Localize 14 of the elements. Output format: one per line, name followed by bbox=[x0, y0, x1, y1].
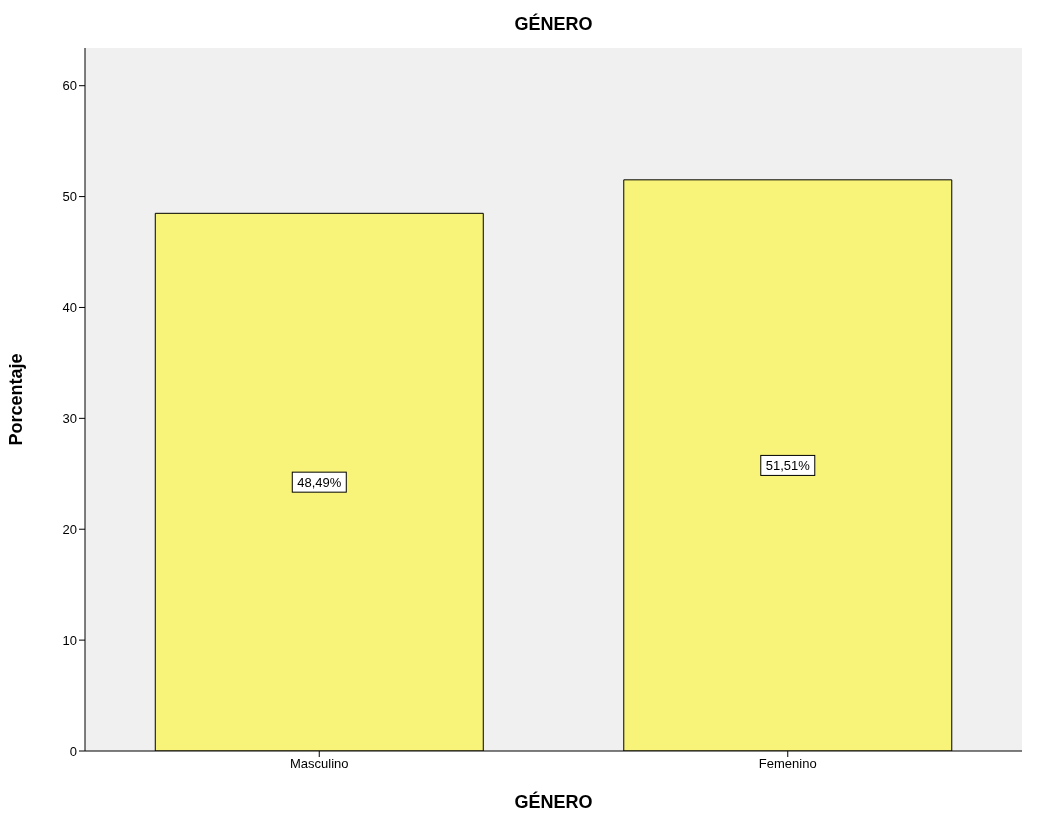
y-tick-label: 10 bbox=[62, 632, 77, 648]
y-tick-label: 60 bbox=[62, 78, 77, 94]
y-tick-label: 50 bbox=[62, 189, 77, 205]
y-tick-label: 0 bbox=[69, 743, 77, 759]
chart-title: GÉNERO bbox=[513, 14, 594, 35]
y-axis-title: Porcentaje bbox=[6, 353, 27, 446]
x-axis-title: GÉNERO bbox=[514, 791, 593, 812]
y-tick-label: 30 bbox=[62, 410, 77, 426]
x-tick-label: Masculino bbox=[289, 756, 349, 772]
y-tick-label: 20 bbox=[62, 521, 77, 537]
y-tick-label: 40 bbox=[62, 300, 77, 316]
x-tick-label: Femenino bbox=[758, 756, 817, 772]
data-label: 48,49% bbox=[297, 475, 342, 491]
data-label: 51,51% bbox=[765, 458, 811, 474]
